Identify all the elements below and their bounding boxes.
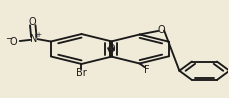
Text: F: F: [144, 65, 149, 75]
Text: Br: Br: [76, 68, 87, 78]
Text: O: O: [10, 37, 17, 47]
Text: O: O: [29, 17, 37, 27]
Text: O: O: [107, 44, 115, 54]
Text: N: N: [30, 34, 38, 44]
Text: −: −: [5, 33, 12, 42]
Text: O: O: [157, 25, 165, 35]
Text: +: +: [35, 32, 41, 38]
